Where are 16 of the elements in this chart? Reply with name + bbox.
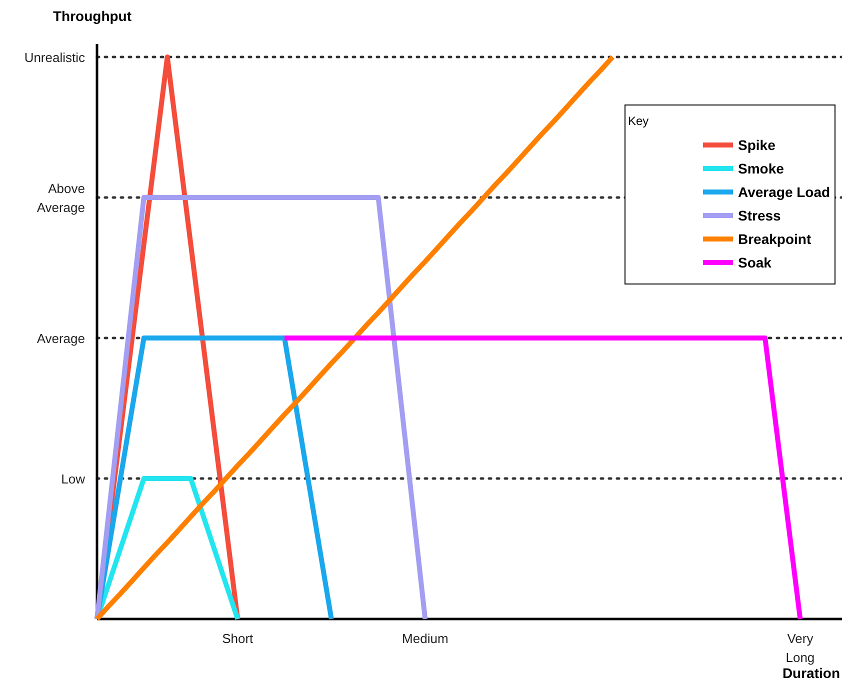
x-tick-label: Medium: [402, 631, 448, 646]
ref-line-label: Low: [61, 472, 86, 486]
legend-label: Smoke: [738, 160, 784, 176]
legend-label: Average Load: [738, 184, 830, 200]
legend-label: Spike: [738, 137, 776, 153]
legend-title: Key: [628, 114, 649, 128]
ref-line-label: Above Average: [36, 181, 85, 215]
x-tick-label: Very Long: [786, 631, 815, 665]
x-tick-label: Short: [222, 631, 254, 646]
y-axis-title: Throughput: [53, 8, 132, 24]
legend-label: Stress: [738, 208, 782, 224]
legend-label: Breakpoint: [738, 231, 812, 247]
x-axis-title: Duration: [782, 665, 840, 681]
ref-line-label: Unrealistic: [24, 50, 86, 65]
ref-line-label: Average: [36, 331, 85, 346]
legend-label: Soak: [738, 254, 772, 270]
